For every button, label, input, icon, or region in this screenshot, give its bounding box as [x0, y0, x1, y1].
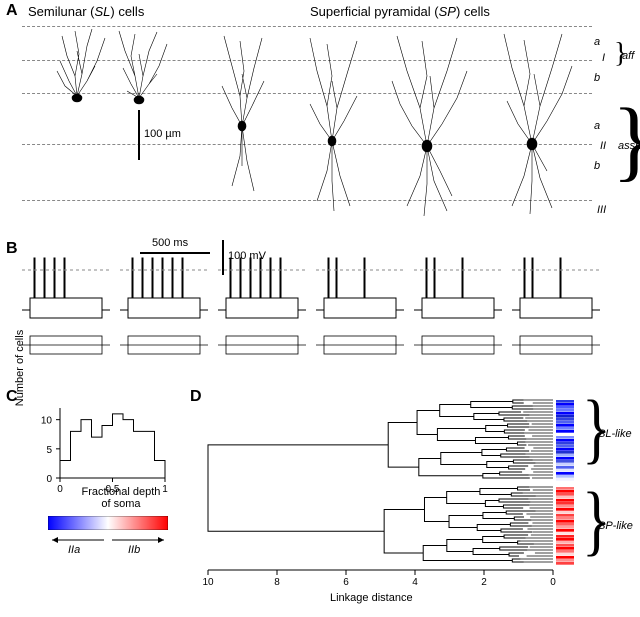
- svg-text:6: 6: [343, 577, 349, 585]
- sp-title-italic: SP: [439, 4, 456, 19]
- panel-a-label: A: [6, 2, 18, 20]
- colormap-svg: [48, 516, 168, 530]
- svg-text:10: 10: [202, 577, 214, 585]
- layer-a2: a: [594, 120, 600, 132]
- sl-title: Semilunar (SL) cells: [28, 4, 144, 19]
- sl-title-pre: Semilunar (: [28, 4, 94, 19]
- sp-like-label: SP-like: [598, 520, 633, 532]
- IIa-label: IIa: [68, 544, 80, 556]
- svg-text:0: 0: [57, 484, 63, 495]
- layer-II: II: [600, 140, 606, 152]
- arrows-svg: [48, 534, 168, 550]
- svg-text:0: 0: [46, 474, 52, 485]
- layer-b1: b: [594, 72, 600, 84]
- svg-text:10: 10: [41, 416, 53, 427]
- IIb-label: IIb: [128, 544, 140, 556]
- svg-text:2: 2: [481, 577, 487, 585]
- heatmap-svg: [556, 395, 580, 575]
- panel-b-label: B: [6, 240, 18, 258]
- svg-text:5: 5: [46, 445, 52, 456]
- dendrogram-svg: 10 8 6 4 2 0: [198, 395, 578, 585]
- dendro-xlabel: Linkage distance: [330, 592, 413, 604]
- sp-title-pre: Superficial pyramidal (: [310, 4, 439, 19]
- sp-title-post: ) cells: [456, 4, 490, 19]
- layer-a1: a: [594, 36, 600, 48]
- sl-like-label: SL-like: [598, 428, 632, 440]
- layer-b2: b: [594, 160, 600, 172]
- svg-text:4: 4: [412, 577, 418, 585]
- layer-III: III: [597, 204, 606, 216]
- hist-ylabel: Number of cells: [14, 328, 26, 408]
- sl-title-italic: SL: [94, 4, 110, 19]
- sp-title: Superficial pyramidal (SP) cells: [310, 4, 490, 19]
- sl-title-post: ) cells: [110, 4, 144, 19]
- svg-text:0: 0: [550, 577, 556, 585]
- assn-label2: assn: [618, 140, 640, 152]
- time-scale-label: 500 ms: [152, 237, 188, 249]
- svg-text:8: 8: [274, 577, 280, 585]
- layer-I: I: [602, 52, 605, 64]
- neurons-svg: [22, 26, 592, 226]
- traces-svg: [22, 250, 622, 370]
- hist-xlabel: Fractional depthof soma: [66, 486, 176, 510]
- aff-label: aff: [622, 50, 634, 62]
